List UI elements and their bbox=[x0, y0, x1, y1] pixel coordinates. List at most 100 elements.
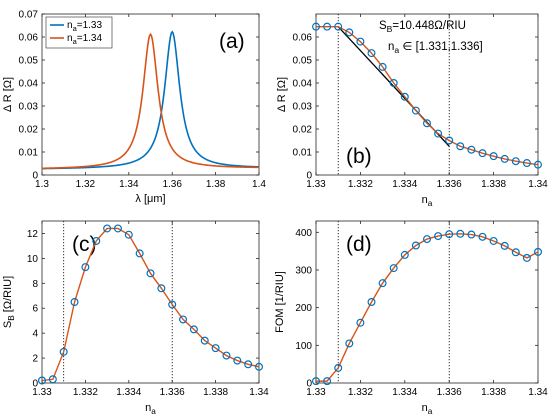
data-point bbox=[533, 160, 542, 169]
y-axis-label-main: S bbox=[2, 321, 14, 328]
panel-label: (b) bbox=[346, 145, 372, 168]
legend-entry-2-main: n bbox=[67, 33, 73, 44]
data-point bbox=[222, 351, 231, 360]
data-point bbox=[367, 49, 376, 58]
data-point bbox=[189, 325, 198, 334]
y-tick-label: 400 bbox=[295, 228, 312, 239]
x-tick-label: 1.338 bbox=[481, 179, 506, 190]
x-tick-label: 1.338 bbox=[481, 387, 506, 398]
x-axis-label: λ [μm] bbox=[135, 193, 165, 205]
data-point bbox=[157, 284, 166, 293]
y-tick-label: 4 bbox=[32, 329, 38, 340]
x-axis-label: na bbox=[145, 402, 156, 416]
data-point bbox=[356, 37, 365, 46]
panel-label: (a) bbox=[219, 30, 245, 53]
data-point bbox=[48, 375, 57, 384]
axes-box bbox=[315, 220, 539, 384]
data-point bbox=[478, 232, 487, 241]
data-point bbox=[400, 92, 409, 101]
y-tick-label: 300 bbox=[295, 265, 312, 276]
data-point bbox=[37, 376, 46, 385]
slope-annotation-main: S bbox=[379, 20, 387, 32]
data-point bbox=[500, 241, 509, 250]
y-tick-label: 0.01 bbox=[19, 148, 39, 159]
data-point bbox=[456, 142, 465, 151]
x-tick-label: 1.32 bbox=[76, 179, 96, 190]
y-tick-label: 0.03 bbox=[19, 102, 39, 113]
data-point bbox=[445, 230, 454, 239]
data-point bbox=[244, 360, 253, 369]
slope-annotation-sub: B bbox=[387, 24, 393, 34]
legend-entry-1: na=1.33 bbox=[67, 20, 102, 33]
x-tick-label: 1.34 bbox=[528, 179, 548, 190]
data-point bbox=[334, 363, 343, 372]
data-point bbox=[345, 28, 354, 37]
data-point bbox=[423, 119, 432, 128]
series-line bbox=[316, 233, 539, 382]
x-axis-label-sub: a bbox=[151, 407, 156, 416]
y-axis-label: SB [Ω/RIU] bbox=[2, 276, 16, 328]
legend-entry-1-sub: a bbox=[73, 24, 78, 33]
legend-box bbox=[45, 16, 113, 49]
legend-entry-2-tail: =1.34 bbox=[77, 33, 103, 44]
data-point bbox=[456, 229, 465, 238]
data-point bbox=[389, 264, 398, 273]
data-point bbox=[511, 157, 520, 166]
x-tick-label: 1.334 bbox=[392, 179, 417, 190]
x-tick-label: 1.336 bbox=[160, 387, 185, 398]
x-tick-label: 1.33 bbox=[306, 179, 326, 190]
x-tick-label: 1.338 bbox=[203, 387, 228, 398]
y-tick-label: 0.01 bbox=[293, 148, 313, 159]
data-point bbox=[92, 236, 101, 245]
data-point bbox=[423, 235, 432, 244]
y-axis-label: FOM [1/RIU] bbox=[274, 271, 286, 333]
y-tick-label: 10 bbox=[27, 254, 39, 265]
panel-3: 1.33 1.332 1.334 1.336 1.338 1.34 0 2 4 6 8 10 12 na S… bbox=[2, 220, 269, 416]
series-line-1 bbox=[41, 30, 260, 170]
y-tick-label: 8 bbox=[32, 279, 38, 290]
x-axis-label-sub: a bbox=[428, 407, 433, 416]
data-point bbox=[70, 298, 79, 307]
x-axis-label-main: n bbox=[422, 194, 428, 206]
data-point bbox=[467, 145, 476, 154]
data-point bbox=[489, 236, 498, 245]
y-tick-label: 2 bbox=[32, 354, 38, 365]
data-point bbox=[489, 152, 498, 161]
legend-entry-2-sub: a bbox=[73, 37, 78, 46]
legend-entry-2: na=1.34 bbox=[67, 33, 102, 46]
y-tick-label: 0.04 bbox=[293, 79, 313, 90]
x-tick-label: 1.33 bbox=[32, 387, 52, 398]
x-tick-label: 1.332 bbox=[348, 387, 373, 398]
data-point bbox=[179, 315, 188, 324]
y-tick-label: 200 bbox=[295, 303, 312, 314]
x-axis-label-main: n bbox=[145, 402, 151, 414]
x-axis-label-sub: a bbox=[428, 199, 433, 208]
panel-label: (c) bbox=[72, 233, 97, 256]
data-point bbox=[511, 248, 520, 257]
axes-box bbox=[41, 13, 260, 176]
data-point bbox=[389, 78, 398, 87]
data-point bbox=[400, 250, 409, 259]
data-point bbox=[500, 154, 509, 163]
y-tick-label: 0 bbox=[32, 171, 38, 182]
y-tick-label: 0.05 bbox=[19, 56, 39, 67]
x-tick-label: 1.36 bbox=[162, 179, 182, 190]
x-tick-label: 1.3 bbox=[35, 179, 49, 190]
data-point bbox=[522, 159, 531, 168]
y-axis-label-tail: [Ω/RIU] bbox=[2, 276, 14, 315]
slope-annotation-tail: =10.448Ω/RIU bbox=[392, 20, 466, 32]
data-point bbox=[113, 224, 122, 233]
data-point bbox=[345, 339, 354, 348]
x-axis-label-main: n bbox=[422, 402, 428, 414]
y-tick-label: 6 bbox=[32, 304, 38, 315]
y-tick-label: 0.03 bbox=[293, 102, 313, 113]
x-tick-label: 1.336 bbox=[437, 179, 462, 190]
panel-2: 1.33 1.332 1.334 1.336 1.338 1.34 0 0.01 0.02 0.0… bbox=[276, 13, 548, 208]
data-point bbox=[356, 318, 365, 327]
x-axis-label: na bbox=[422, 194, 433, 208]
data-point bbox=[467, 230, 476, 239]
x-axis-label: na bbox=[422, 402, 433, 416]
x-tick-label: 1.38 bbox=[206, 179, 226, 190]
data-point bbox=[200, 336, 209, 345]
